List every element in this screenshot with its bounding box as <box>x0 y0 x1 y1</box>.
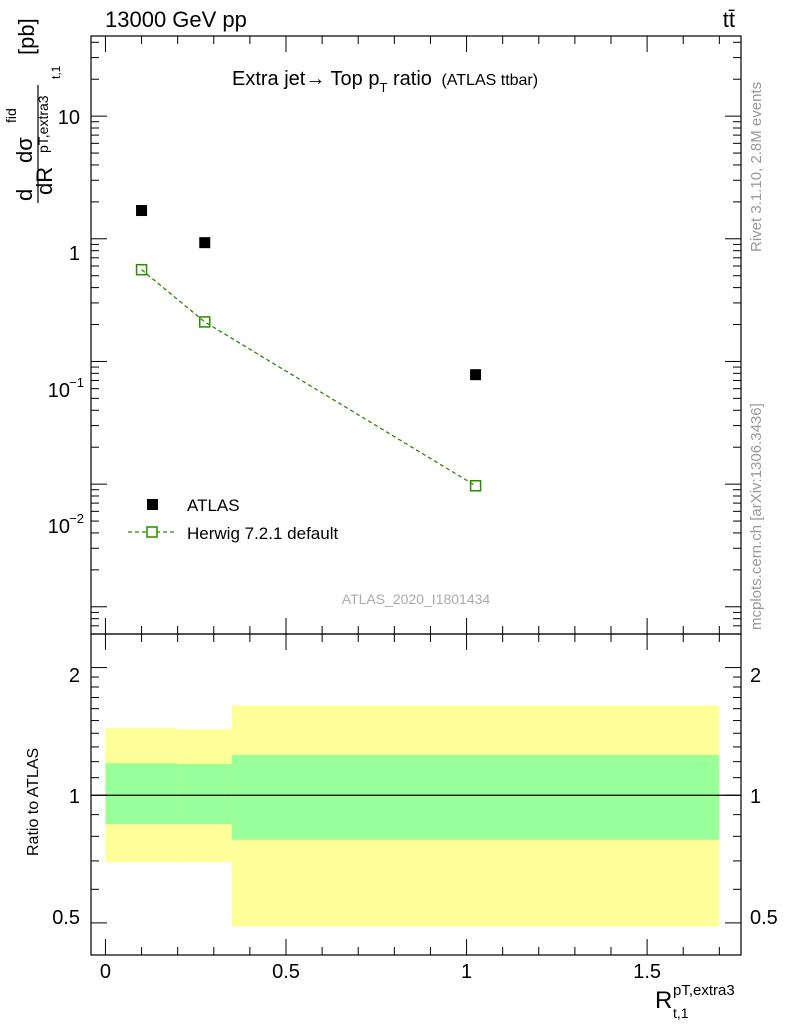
ratio-tick-2-right: 2 <box>750 665 761 687</box>
axis-ticks <box>91 36 741 955</box>
x-tick-labels: 0 0.5 1 1.5 <box>100 961 661 983</box>
y-tick-label-0.01: 10 <box>48 516 70 538</box>
y-tick-label-1: 1 <box>69 243 80 265</box>
main-frame <box>90 35 742 635</box>
ratio-tick-1-right: 1 <box>750 786 761 808</box>
ratio-frame <box>90 633 742 956</box>
main-y-tick-labels: 10 1 10 −1 10 −2 <box>48 107 84 538</box>
svg-text:pT,extra3: pT,extra3 <box>673 982 735 999</box>
herwig-point <box>469 479 482 492</box>
y-tick-label-0.1: 10 <box>48 380 70 402</box>
atlas-point <box>470 369 482 381</box>
process-label: tt̄ <box>723 7 735 32</box>
legend-atlas-marker <box>147 499 158 510</box>
svg-text:pT,extra3: pT,extra3 <box>35 95 51 153</box>
ratio-tick-1-left: 1 <box>69 786 80 808</box>
rivet-label: Rivet 3.1.10, 2.8M events <box>748 82 765 252</box>
legend-atlas-label: ATLAS <box>187 496 240 515</box>
svg-text:dR: dR <box>32 167 57 195</box>
ratio-y-axis-label: Ratio to ATLAS <box>25 748 42 856</box>
x-tick-label-0.5: 0.5 <box>272 961 300 983</box>
y-tick-label-10: 10 <box>58 107 80 129</box>
svg-text:fid: fid <box>3 108 19 123</box>
ratio-tick-2-left: 2 <box>69 665 80 687</box>
atlas-point <box>136 205 148 217</box>
x-tick-label-0: 0 <box>100 961 111 983</box>
x-axis-label: R pT,extra3 t,1 <box>655 982 735 1021</box>
legend-herwig-marker <box>146 526 158 538</box>
ratio-tick-0.5-left: 0.5 <box>52 907 80 929</box>
svg-text:R: R <box>655 987 672 1014</box>
svg-text:t,1: t,1 <box>49 65 63 79</box>
svg-text:t,1: t,1 <box>673 1005 689 1021</box>
legend: ATLAS Herwig 7.2.1 default <box>128 496 338 543</box>
series-layer <box>135 205 482 492</box>
ratio-y-tick-labels: 2 1 0.5 2 1 0.5 <box>52 665 778 929</box>
svg-text:dσ: dσ <box>12 137 37 163</box>
plot-title: Extra jet→ Top pT ratio (ATLAS ttbar) <box>232 68 538 95</box>
ratio-band-green-1 <box>177 763 232 825</box>
analysis-watermark: ATLAS_2020_I1801434 <box>342 591 491 607</box>
x-tick-label-1.5: 1.5 <box>633 961 661 983</box>
atlas-point <box>199 237 211 249</box>
energy-label: 13000 GeV pp <box>105 7 247 32</box>
ratio-tick-0.5-right: 0.5 <box>750 907 778 929</box>
herwig-point <box>135 263 148 276</box>
y-tick-exp-0.1: −1 <box>69 375 84 390</box>
ratio-band-green-2 <box>231 754 720 840</box>
herwig-point <box>199 316 211 328</box>
ratio-band-green-0 <box>105 763 178 825</box>
herwig-line <box>141 269 476 487</box>
svg-text:d: d <box>12 189 37 201</box>
legend-herwig-label: Herwig 7.2.1 default <box>187 524 338 543</box>
x-tick-label-1: 1 <box>461 961 472 983</box>
y-tick-exp-0.01: −2 <box>69 511 84 526</box>
mcplots-label: mcplots.cern.ch [arXiv:1306.3436] <box>748 403 765 630</box>
main-y-axis-label: dR d dσ fid pT,extra3 t,1 [pb] <box>3 18 63 203</box>
svg-text:[pb]: [pb] <box>14 18 39 55</box>
ratio-bands <box>105 705 720 927</box>
